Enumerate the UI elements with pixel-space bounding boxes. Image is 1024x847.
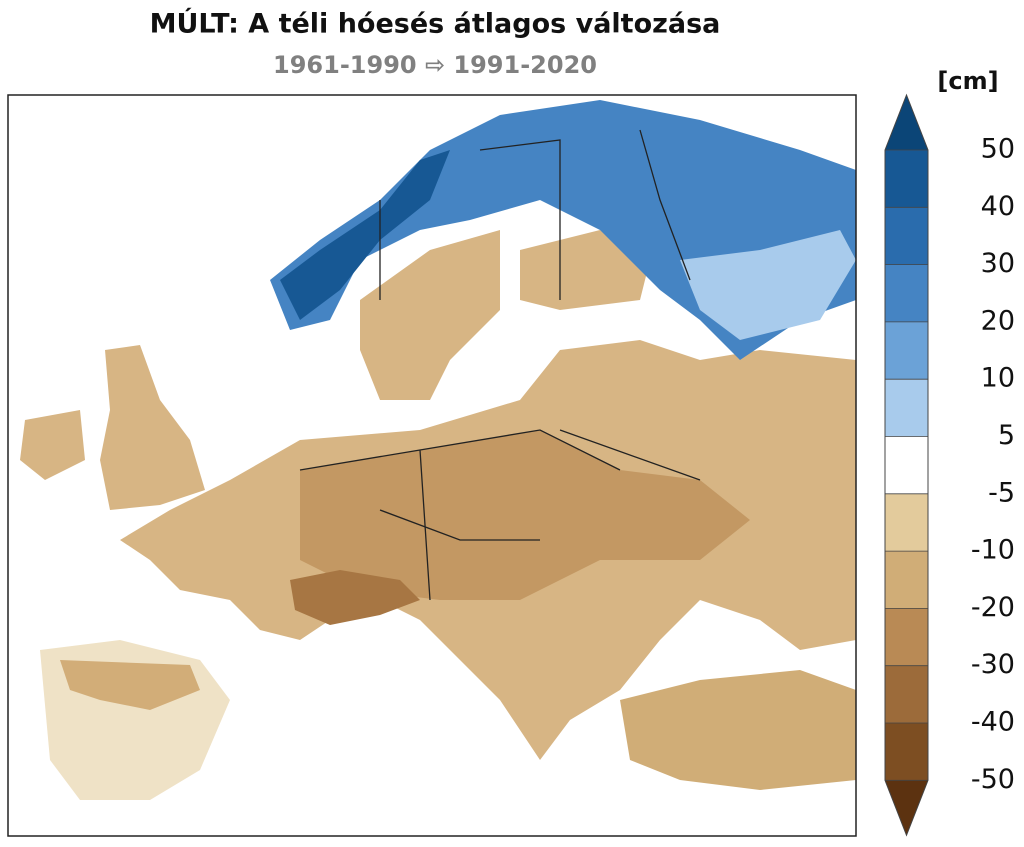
colorbar-tick-label: 10: [981, 363, 1015, 394]
colorbar-tick-label: -50: [971, 764, 1015, 795]
colorbar-tick-label: -20: [971, 592, 1015, 623]
subtitle: 1961-1990 ⇨ 1991-2020: [273, 51, 597, 79]
colorbar-bin: [885, 207, 928, 265]
colorbar-unit: [cm]: [937, 67, 998, 95]
map-frame: [7, 94, 857, 837]
colorbar-tick-label: 50: [981, 134, 1015, 165]
colorbar-tick-label: 40: [981, 191, 1015, 222]
colorbar-extend-bottom: [885, 780, 928, 836]
colorbar-tick-label: -10: [971, 535, 1015, 566]
land-finland-south: [520, 230, 650, 310]
colorbar-tick-label: -30: [971, 649, 1015, 680]
land-ireland: [20, 410, 85, 480]
colorbar-bin: [885, 321, 928, 380]
colorbar-bin: [885, 379, 928, 437]
colorbar-tick-label: -5: [988, 477, 1015, 508]
land-alps: [290, 570, 420, 625]
colorbar-bin: [885, 723, 928, 781]
colorbar-tick-label: -40: [971, 707, 1015, 738]
colorbar-tick-label: 5: [998, 420, 1015, 451]
land-russia-snow: [680, 230, 856, 340]
map: [7, 94, 857, 837]
land-norway-snow: [280, 150, 450, 320]
colorbar-tick-label: 30: [981, 248, 1015, 279]
colorbar-bin: [885, 551, 928, 609]
title: MÚLT: A téli hóesés átlagos változása: [150, 8, 721, 40]
colorbar-bin: [885, 264, 928, 322]
colorbar-bin: [885, 436, 928, 494]
colorbar-tick-label: 20: [981, 305, 1015, 336]
land-central: [300, 430, 750, 600]
colorbar-extend-top: [885, 95, 928, 150]
borders: [299, 129, 701, 601]
land-iberia-snow: [60, 660, 200, 710]
land-britain: [100, 345, 205, 510]
colorbar-bin: [885, 493, 928, 552]
colorbar-bin: [885, 665, 928, 723]
colorbar-bin: [885, 608, 928, 666]
land-anatolia: [620, 670, 856, 790]
colorbar-bin: [885, 150, 928, 208]
land-sweden: [360, 230, 500, 400]
colorbar: 50 40 30 20 10 5 -5 -10 -20 -30 -40 -50: [884, 93, 1015, 837]
